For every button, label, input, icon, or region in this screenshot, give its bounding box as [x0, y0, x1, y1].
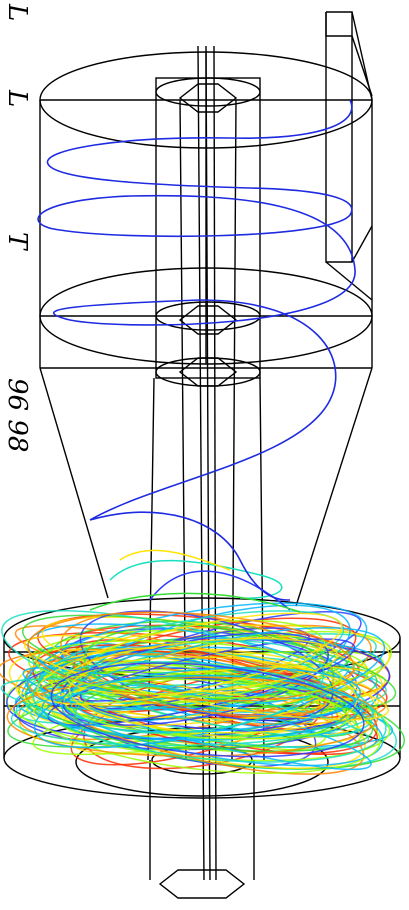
- streamline-loop: [23, 634, 389, 721]
- streamline-loop: [61, 667, 361, 733]
- streamline-loop: [69, 640, 325, 734]
- particle-streamlines: [0, 549, 406, 775]
- streamline-loop: [49, 647, 378, 740]
- outlet-pipe: [149, 760, 255, 899]
- cyclone-wireframe: [3, 11, 401, 899]
- streamline-loop: [50, 662, 365, 758]
- streamline-loop: [10, 683, 375, 747]
- streamline-loop: [33, 665, 386, 727]
- streamline-rising: [109, 559, 283, 599]
- streamline-loop: [36, 612, 343, 705]
- streamline-loop: [35, 639, 342, 699]
- streamline-rising: [89, 592, 301, 613]
- streamline-loop: [32, 660, 387, 763]
- streamline-loop: [82, 653, 327, 717]
- streamline-rising: [119, 549, 231, 571]
- streamline-loop: [63, 678, 349, 740]
- tangential-inlet: [325, 11, 373, 301]
- streamline-loop: [15, 624, 391, 719]
- streamline-loop: [27, 611, 355, 702]
- inlet-streamline: [37, 99, 356, 601]
- streamline-loop: [41, 674, 361, 741]
